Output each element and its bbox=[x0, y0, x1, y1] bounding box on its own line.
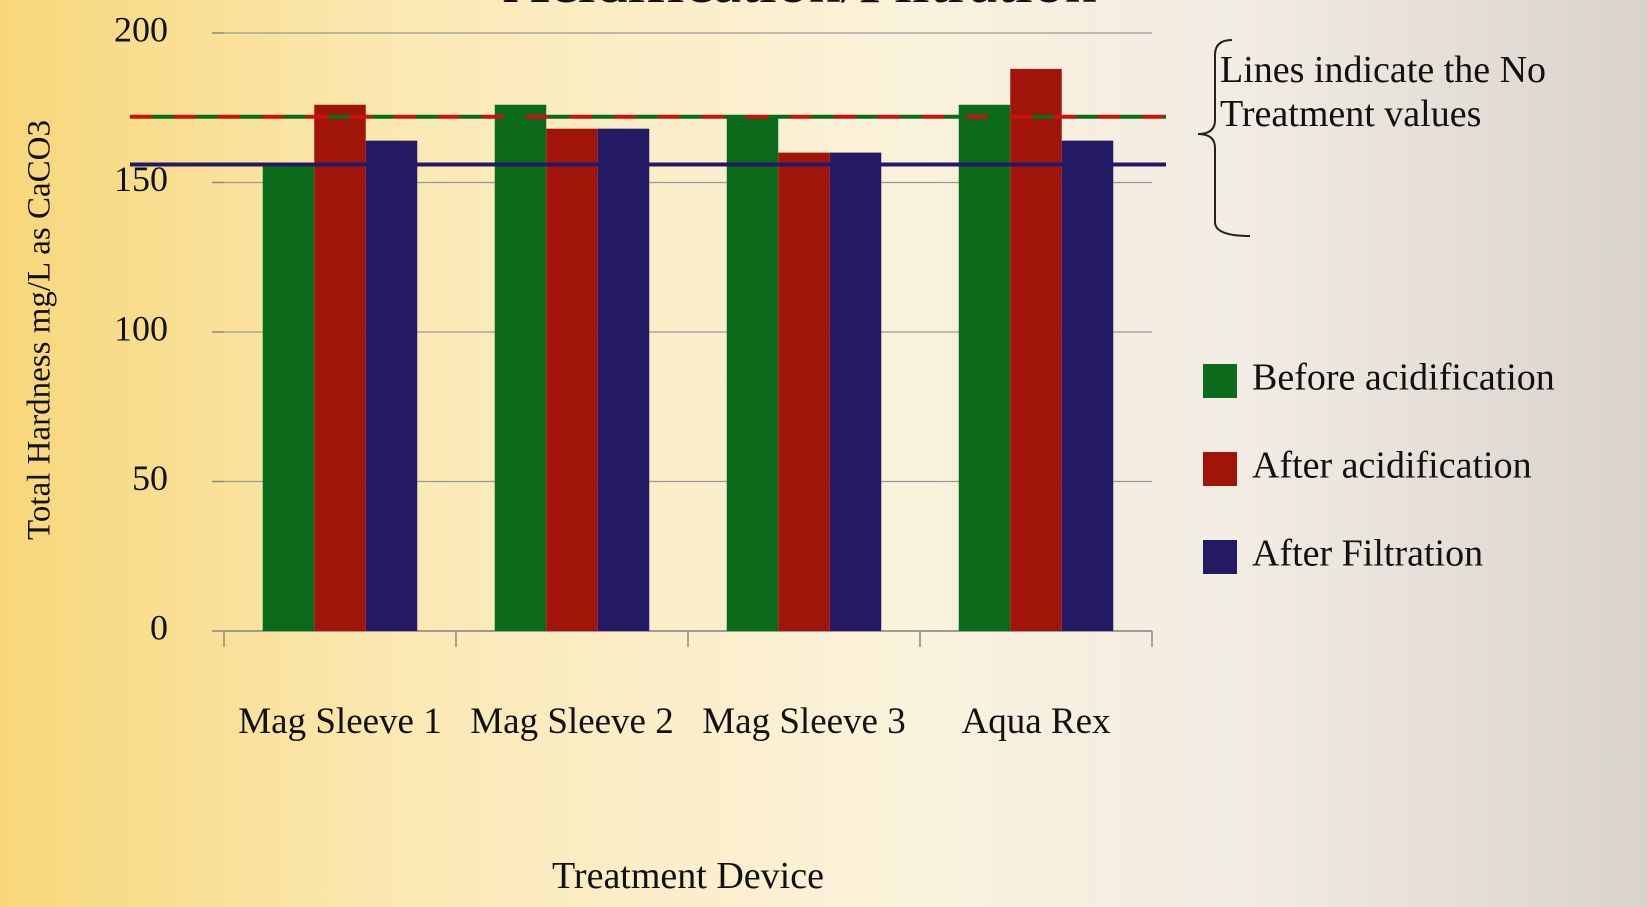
annotation: Lines indicate the No Treatment values bbox=[1220, 49, 1547, 135]
bar bbox=[778, 152, 830, 631]
x-tick-label: Aqua Rex bbox=[961, 701, 1111, 742]
x-tick-label: Mag Sleeve 2 bbox=[470, 701, 674, 742]
x-tick-label: Mag Sleeve 1 bbox=[238, 701, 442, 742]
bar bbox=[726, 116, 779, 632]
legend-swatch bbox=[1203, 452, 1237, 486]
y-tick-label: 50 bbox=[132, 458, 168, 498]
x-tick-label: Mag Sleeve 3 bbox=[702, 701, 906, 742]
legend-swatch bbox=[1203, 540, 1237, 574]
legend-label: After acidification bbox=[1252, 445, 1532, 487]
y-tick-label: 0 bbox=[150, 607, 168, 647]
y-tick-label: 100 bbox=[114, 308, 168, 348]
x-axis-title: Treatment Device bbox=[552, 855, 824, 897]
bar bbox=[314, 104, 366, 631]
bar bbox=[262, 164, 315, 631]
brace bbox=[1197, 39, 1251, 237]
bar bbox=[829, 152, 882, 631]
bar bbox=[365, 140, 418, 631]
bar bbox=[1061, 140, 1114, 631]
chart-title: Acidification/Filtration bbox=[503, 0, 1097, 16]
legend-label: Before acidification bbox=[1252, 357, 1555, 399]
legend-swatch bbox=[1203, 364, 1237, 398]
bar bbox=[546, 128, 598, 631]
y-tick-label: 200 bbox=[114, 9, 168, 49]
legend-label: After Filtration bbox=[1252, 533, 1483, 575]
bar bbox=[494, 104, 547, 631]
bar bbox=[1010, 68, 1062, 631]
bar bbox=[958, 104, 1011, 631]
y-axis-title: Total Hardness mg/L as CaCO3 bbox=[22, 120, 58, 540]
bar bbox=[597, 128, 650, 631]
